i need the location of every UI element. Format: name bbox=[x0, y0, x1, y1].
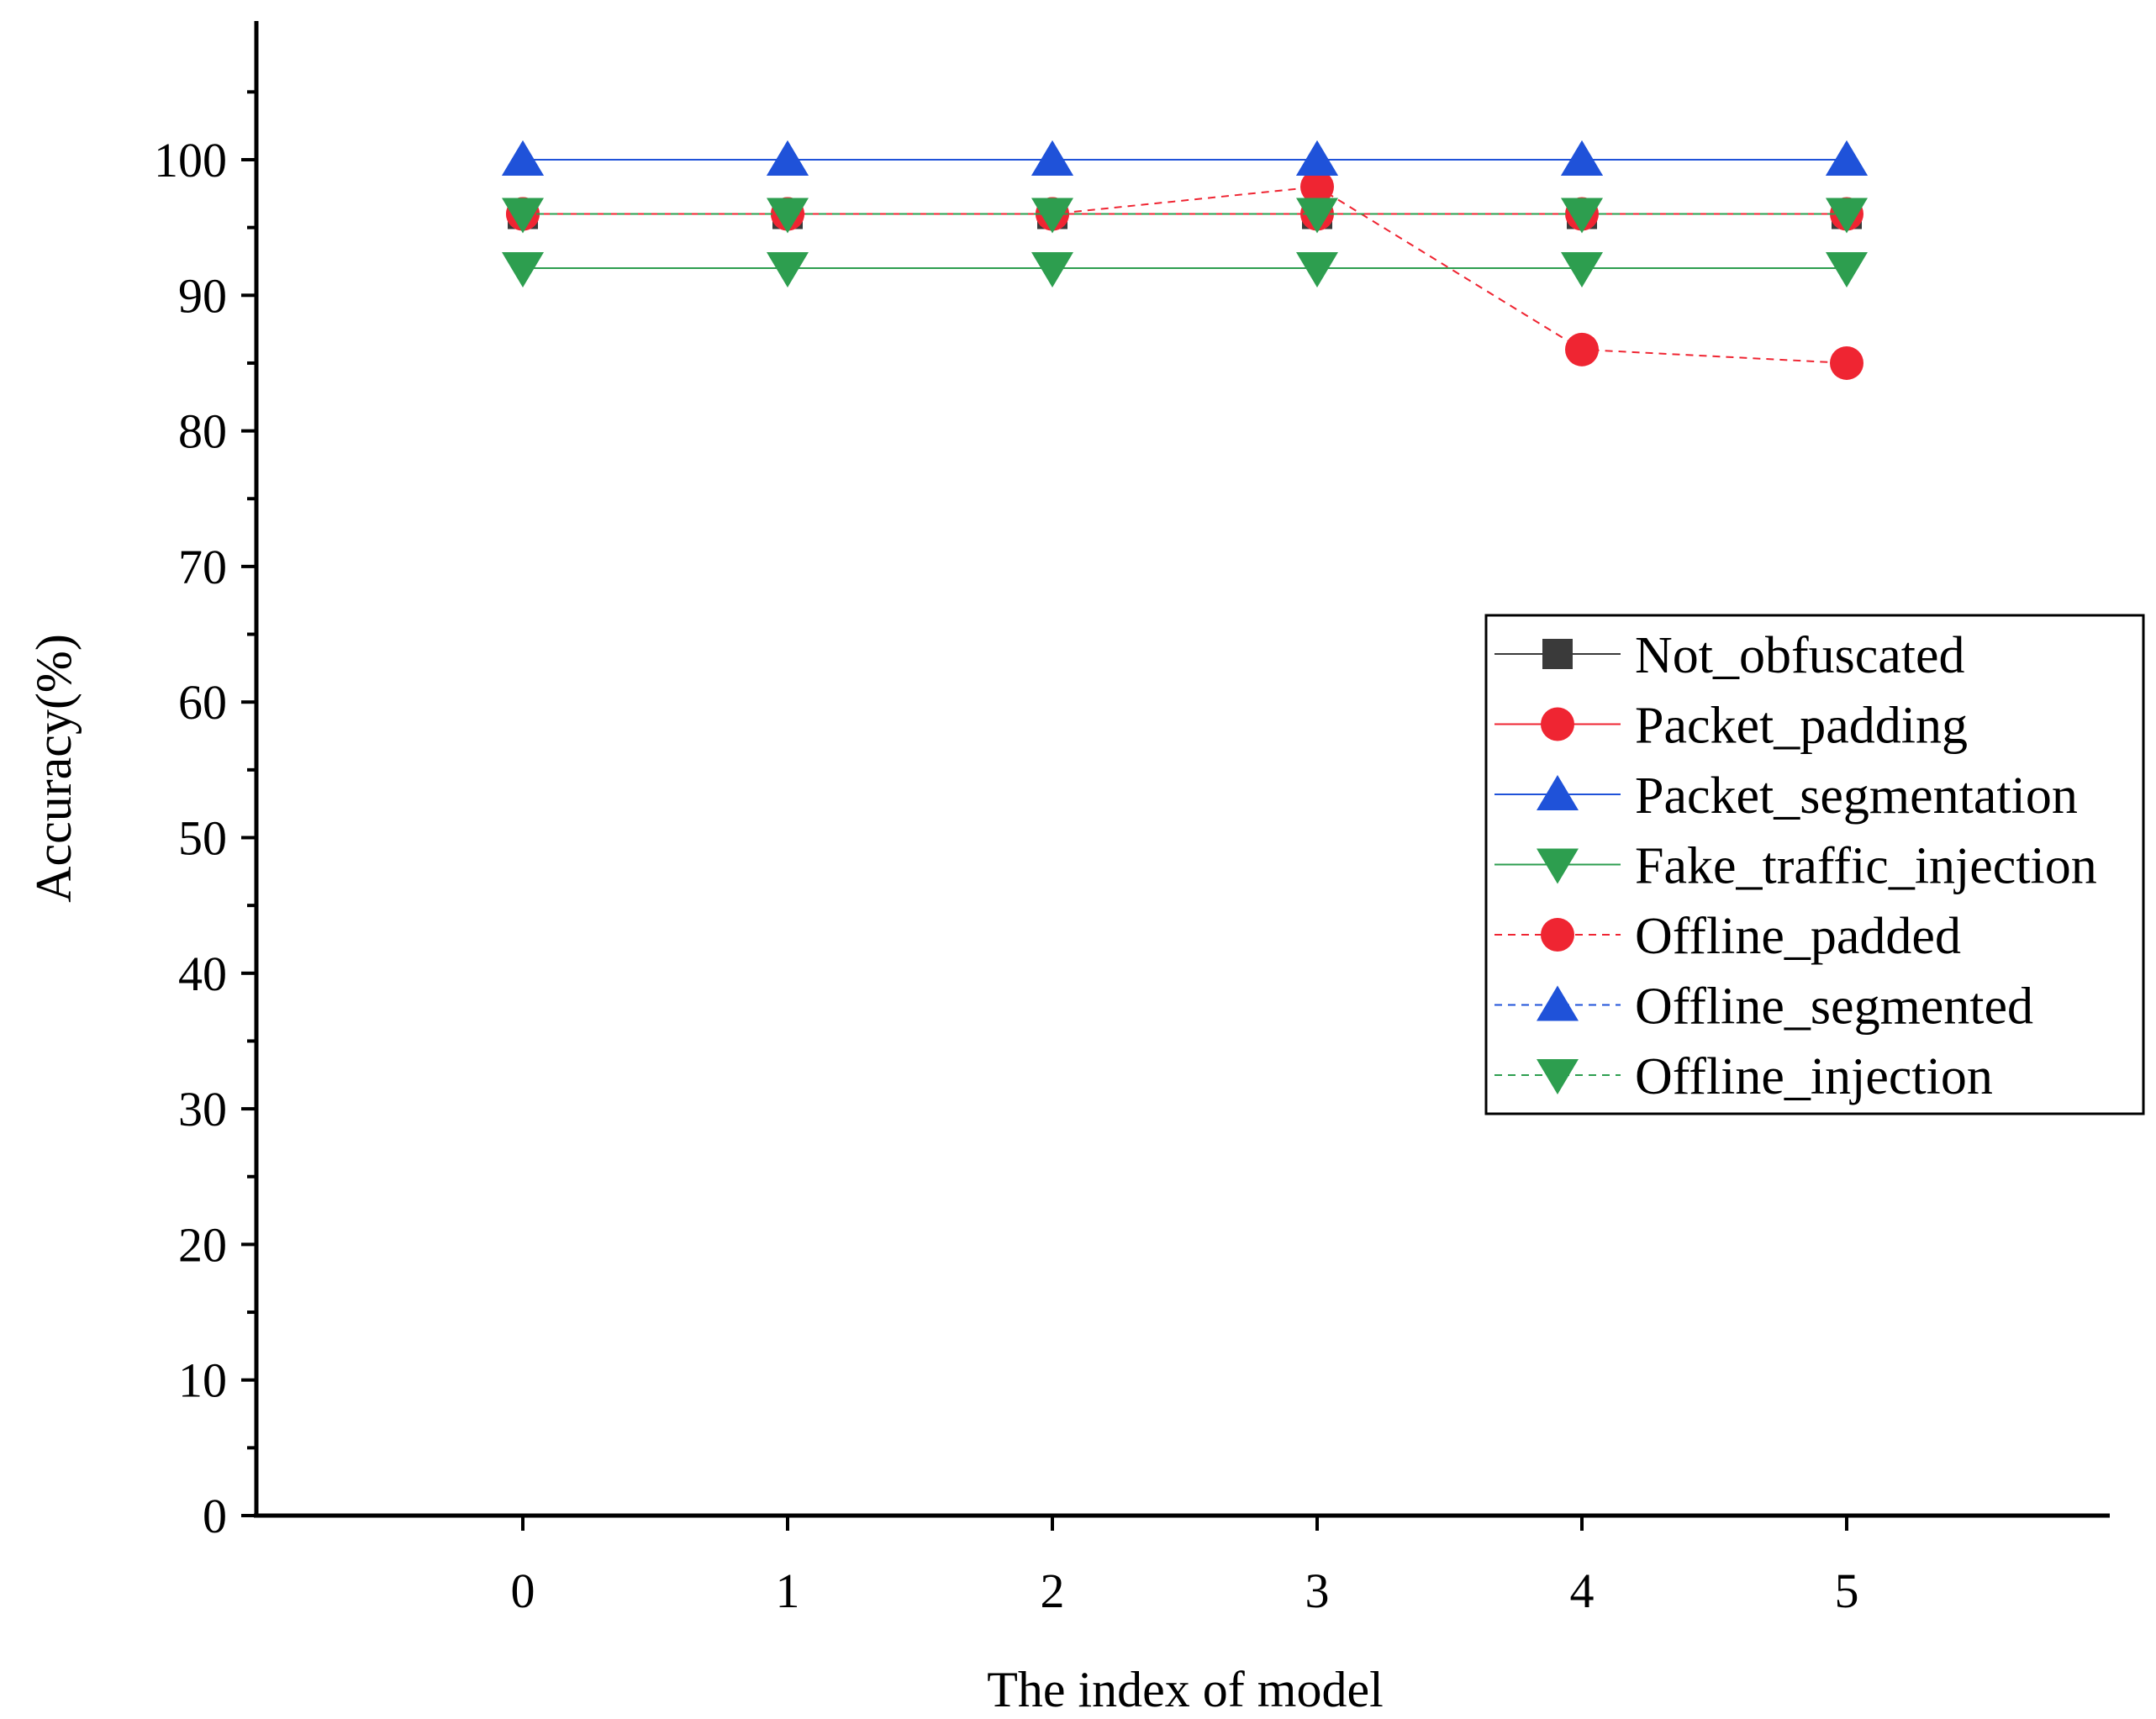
x-tick-label: 1 bbox=[776, 1563, 800, 1618]
data-point-offline-injection bbox=[767, 198, 809, 234]
y-tick-label: 70 bbox=[178, 540, 227, 594]
legend-label: Not_obfuscated bbox=[1635, 627, 1965, 684]
data-point-offline-segmented bbox=[1826, 140, 1868, 176]
legend-marker bbox=[1537, 775, 1579, 810]
y-axis-ticks: 0 10 20 30 40 50 60 70 80 90 100 bbox=[154, 90, 255, 1543]
legend-label: Packet_padding bbox=[1635, 698, 1968, 755]
x-tick-label: 2 bbox=[1041, 1563, 1065, 1618]
legend: Not_obfuscated Packet_padding Packet_segme… bbox=[1484, 614, 2145, 1115]
y-tick-label: 60 bbox=[178, 675, 227, 730]
y-tick-label: 10 bbox=[178, 1353, 227, 1408]
data-point-fake-traffic-injection bbox=[1561, 252, 1603, 288]
x-axis-title: The index of model bbox=[987, 1662, 1384, 1717]
data-point-offline-injection bbox=[1296, 198, 1338, 234]
y-tick-label: 100 bbox=[154, 133, 227, 187]
data-point-offline-segmented bbox=[1561, 140, 1603, 176]
y-tick-label: 0 bbox=[203, 1489, 227, 1543]
x-tick-label: 5 bbox=[1835, 1563, 1859, 1618]
x-axis-ticks: 0 1 2 3 4 5 bbox=[511, 1517, 1859, 1618]
legend-label: Offline_padded bbox=[1635, 908, 1961, 965]
y-tick-label: 30 bbox=[178, 1082, 227, 1136]
y-axis-title: Accuracy(%) bbox=[26, 634, 82, 903]
data-point-fake-traffic-injection bbox=[502, 252, 544, 288]
x-tick-label: 3 bbox=[1305, 1563, 1330, 1618]
data-point-offline-segmented bbox=[767, 140, 809, 176]
x-tick-label: 0 bbox=[511, 1563, 535, 1618]
data-point-offline-injection bbox=[1031, 198, 1073, 234]
data-point-offline-injection bbox=[502, 198, 544, 234]
y-tick-label: 80 bbox=[178, 404, 227, 459]
y-tick-label: 20 bbox=[178, 1217, 227, 1272]
series-layer bbox=[502, 140, 1868, 380]
data-point-offline-padded bbox=[1565, 332, 1599, 366]
legend-marker bbox=[1541, 707, 1574, 741]
series-fake-traffic-injection bbox=[502, 252, 1868, 288]
legend-item-offline-padded: Offline_padded bbox=[1494, 908, 1961, 965]
series-offline-padded bbox=[506, 170, 1863, 380]
legend-marker bbox=[1541, 918, 1574, 952]
legend-marker bbox=[1542, 639, 1573, 669]
data-point-fake-traffic-injection bbox=[767, 252, 809, 288]
legend-marker bbox=[1537, 848, 1579, 884]
data-point-fake-traffic-injection bbox=[1296, 252, 1338, 288]
y-tick-label: 50 bbox=[178, 811, 227, 866]
data-point-fake-traffic-injection bbox=[1826, 252, 1868, 288]
data-point-offline-injection bbox=[1561, 198, 1603, 234]
y-tick-label: 90 bbox=[178, 268, 227, 323]
data-point-offline-padded bbox=[1830, 345, 1863, 380]
legend-item-not-obfuscated: Not_obfuscated bbox=[1494, 627, 1965, 684]
legend-item-packet-padding: Packet_padding bbox=[1494, 698, 1968, 755]
legend-label: Packet_segmentation bbox=[1635, 767, 2078, 825]
data-point-offline-padded bbox=[1300, 170, 1334, 204]
legend-item-offline-injection: Offline_injection bbox=[1494, 1048, 1993, 1105]
legend-label: Offline_segmented bbox=[1635, 978, 2033, 1036]
x-tick-label: 4 bbox=[1570, 1563, 1595, 1618]
legend-marker bbox=[1537, 985, 1579, 1021]
series-offline-injection bbox=[502, 198, 1868, 234]
data-point-offline-segmented bbox=[1031, 140, 1073, 176]
y-tick-label: 40 bbox=[178, 947, 227, 1001]
data-point-fake-traffic-injection bbox=[1031, 252, 1073, 288]
data-point-offline-segmented bbox=[1296, 140, 1338, 176]
legend-label: Offline_injection bbox=[1635, 1048, 1993, 1105]
data-point-offline-segmented bbox=[502, 140, 544, 176]
series-offline-segmented bbox=[502, 140, 1868, 176]
legend-item-offline-segmented: Offline_segmented bbox=[1494, 978, 2033, 1036]
legend-item-fake-traffic-injection: Fake_traffic_injection bbox=[1494, 838, 2097, 895]
legend-marker bbox=[1537, 1059, 1579, 1094]
data-point-offline-injection bbox=[1826, 198, 1868, 234]
axes bbox=[254, 21, 2110, 1518]
legend-label: Fake_traffic_injection bbox=[1635, 838, 2097, 895]
series-packet-segmentation bbox=[502, 140, 1868, 176]
legend-item-packet-segmentation: Packet_segmentation bbox=[1494, 767, 2078, 825]
